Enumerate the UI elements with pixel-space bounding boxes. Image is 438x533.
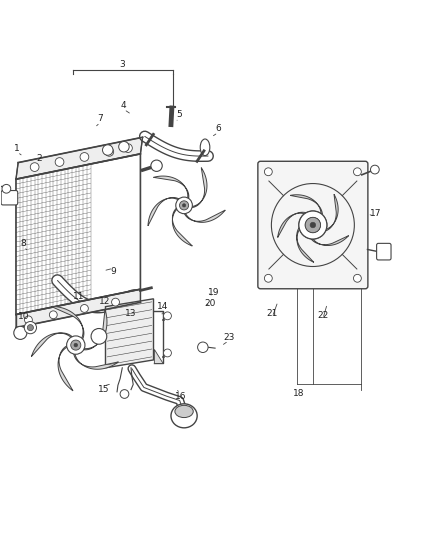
Polygon shape	[148, 197, 179, 226]
Circle shape	[55, 158, 64, 166]
Circle shape	[180, 201, 189, 210]
Text: 15: 15	[98, 385, 109, 394]
Text: 23: 23	[223, 333, 234, 342]
Circle shape	[310, 222, 316, 228]
Text: 16: 16	[175, 392, 186, 401]
Text: 22: 22	[317, 311, 328, 320]
Circle shape	[119, 141, 129, 152]
Text: 5: 5	[176, 110, 182, 119]
Circle shape	[299, 211, 327, 239]
Polygon shape	[153, 176, 189, 198]
Polygon shape	[84, 310, 107, 350]
Ellipse shape	[175, 405, 193, 417]
Circle shape	[124, 144, 132, 152]
Text: 20: 20	[205, 299, 216, 308]
Circle shape	[27, 325, 33, 330]
Circle shape	[371, 165, 379, 174]
Polygon shape	[311, 236, 349, 246]
Text: 9: 9	[110, 267, 116, 276]
Polygon shape	[51, 306, 84, 339]
Circle shape	[105, 148, 114, 156]
Text: 19: 19	[208, 288, 219, 297]
Polygon shape	[16, 138, 143, 179]
Circle shape	[353, 274, 361, 282]
Polygon shape	[154, 350, 163, 364]
Polygon shape	[297, 228, 314, 262]
Text: 3: 3	[119, 60, 125, 69]
Circle shape	[14, 326, 27, 340]
FancyBboxPatch shape	[377, 244, 391, 260]
Circle shape	[74, 343, 78, 347]
Circle shape	[49, 311, 57, 319]
Circle shape	[176, 197, 192, 214]
Circle shape	[30, 163, 39, 172]
Text: 21: 21	[267, 309, 278, 318]
Text: 13: 13	[125, 309, 137, 318]
Text: 2: 2	[36, 154, 42, 163]
Circle shape	[25, 316, 32, 324]
Circle shape	[2, 184, 11, 193]
Circle shape	[305, 217, 321, 233]
Circle shape	[112, 298, 120, 306]
Polygon shape	[106, 299, 153, 368]
Text: 14: 14	[157, 302, 169, 311]
Polygon shape	[16, 289, 141, 328]
Ellipse shape	[171, 404, 197, 428]
Circle shape	[151, 160, 162, 172]
Circle shape	[265, 274, 272, 282]
Text: 8: 8	[21, 239, 26, 248]
Circle shape	[120, 390, 129, 398]
Polygon shape	[278, 212, 306, 238]
Polygon shape	[184, 210, 225, 222]
Circle shape	[81, 304, 88, 312]
Circle shape	[163, 312, 171, 320]
Text: 18: 18	[293, 389, 304, 398]
Text: 4: 4	[121, 101, 127, 110]
Polygon shape	[325, 194, 338, 231]
Circle shape	[102, 145, 113, 155]
Text: 1: 1	[14, 144, 20, 153]
FancyBboxPatch shape	[258, 161, 368, 289]
Circle shape	[353, 168, 361, 176]
Polygon shape	[58, 346, 73, 391]
Circle shape	[24, 321, 36, 334]
Text: 12: 12	[99, 297, 110, 306]
Polygon shape	[192, 168, 207, 207]
Circle shape	[305, 217, 321, 233]
Text: 7: 7	[97, 115, 103, 124]
Polygon shape	[173, 208, 192, 246]
Circle shape	[67, 336, 85, 354]
Polygon shape	[32, 333, 72, 357]
Circle shape	[198, 342, 208, 352]
Ellipse shape	[200, 139, 210, 156]
Text: 6: 6	[215, 125, 221, 133]
Circle shape	[265, 168, 272, 176]
Circle shape	[299, 211, 327, 239]
Circle shape	[91, 328, 107, 344]
Polygon shape	[290, 195, 322, 215]
Text: 10: 10	[18, 312, 29, 321]
Text: 17: 17	[370, 209, 381, 218]
Text: 11: 11	[73, 292, 84, 301]
Circle shape	[71, 340, 81, 350]
FancyBboxPatch shape	[1, 190, 18, 205]
Polygon shape	[74, 354, 118, 369]
Circle shape	[163, 349, 171, 357]
Circle shape	[182, 204, 186, 207]
Circle shape	[80, 152, 89, 161]
